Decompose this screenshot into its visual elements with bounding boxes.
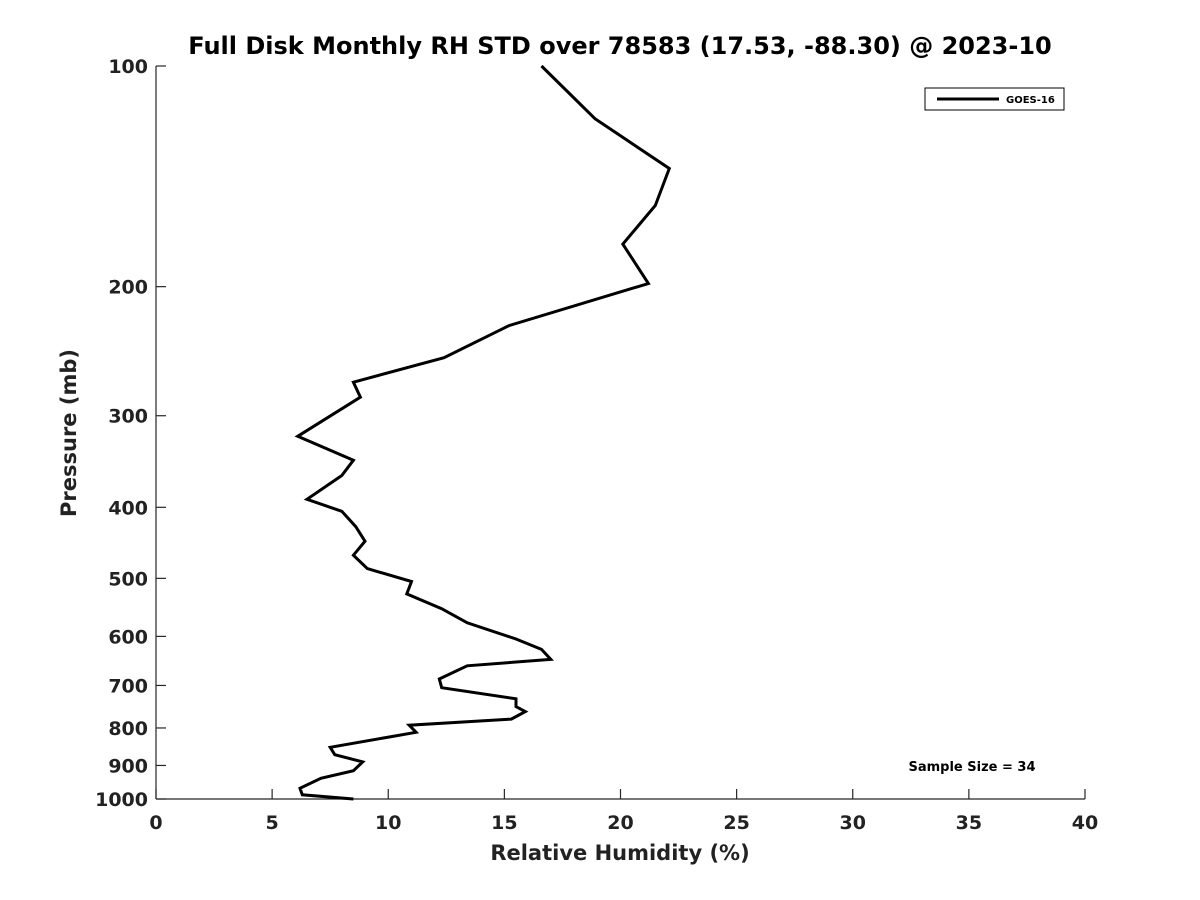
x-tick-label: 5 <box>266 812 279 834</box>
x-tick-label: 35 <box>956 812 982 834</box>
series-line-goes-16 <box>294 64 672 801</box>
y-tick-label: 900 <box>108 755 148 777</box>
legend: GOES-16 <box>924 87 1065 111</box>
x-tick-label: 0 <box>149 812 162 834</box>
y-tick-label: 800 <box>108 718 148 740</box>
x-tick-label: 20 <box>607 812 633 834</box>
legend-entry-label: GOES-16 <box>1006 95 1055 106</box>
y-tick-label: 300 <box>108 406 148 428</box>
y-tick-label: 700 <box>108 675 148 697</box>
x-axis: 0 5 10 15 20 25 30 35 40 <box>149 789 1098 834</box>
x-tick-label: 15 <box>491 812 517 834</box>
y-tick-label: 500 <box>108 568 148 590</box>
y-axis-label: Pressure (mb) <box>57 349 81 517</box>
sample-size-annotation: Sample Size = 34 <box>908 760 1035 775</box>
y-tick-label: 400 <box>108 497 148 519</box>
plot-lines <box>294 64 672 801</box>
y-tick-label: 200 <box>108 277 148 299</box>
x-tick-label: 30 <box>840 812 866 834</box>
y-tick-label: 100 <box>108 56 148 78</box>
chart-title: Full Disk Monthly RH STD over 78583 (17.… <box>188 32 1051 60</box>
x-tick-label: 25 <box>723 812 749 834</box>
y-axis: 100 200 300 400 500 600 700 800 900 1000 <box>95 56 166 811</box>
x-tick-label: 40 <box>1072 812 1098 834</box>
y-tick-label: 600 <box>108 626 148 648</box>
x-tick-label: 10 <box>375 812 401 834</box>
y-tick-label: 1000 <box>95 789 148 811</box>
x-axis-label: Relative Humidity (%) <box>490 841 749 865</box>
